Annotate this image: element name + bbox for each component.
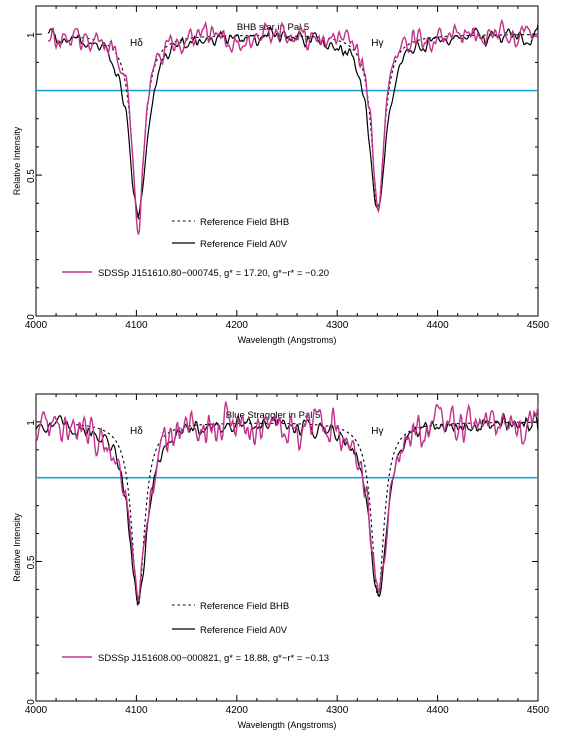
line-annotation: Hγ xyxy=(371,426,383,437)
x-tick-label: 4300 xyxy=(326,320,349,331)
series-line-2 xyxy=(47,24,539,218)
series-line-1 xyxy=(76,421,538,608)
x-tick-label: 4100 xyxy=(125,705,148,716)
legend: Reference Field BHB Reference Field A0V SD… xyxy=(62,217,329,279)
chart-panel-1: 4000 4100 4200 4300 4400 4500 0 0.5 1 Wavelength … xyxy=(12,5,550,345)
line-annotation: Hδ xyxy=(130,426,143,437)
y-axis-label: Relative Intensity xyxy=(12,126,22,195)
x-tick-label: 4100 xyxy=(125,320,148,331)
x-tick-label: 4400 xyxy=(426,320,449,331)
legend-label: Reference Field A0V xyxy=(200,239,288,250)
x-tick-label: 4500 xyxy=(527,705,550,716)
y-tick-label: 0.5 xyxy=(26,555,37,569)
x-tick-label: 4300 xyxy=(326,705,349,716)
legend-label: Reference Field A0V xyxy=(200,625,288,636)
x-axis-label: Wavelength (Angstroms) xyxy=(238,720,337,730)
x-tick-label: 4400 xyxy=(426,705,449,716)
plot-frame xyxy=(35,393,539,702)
y-tick-label: 0 xyxy=(26,699,37,705)
y-tick-label: 1 xyxy=(26,32,37,38)
chart-title: BHB star in Pal 5 xyxy=(237,22,309,33)
series-line-3 xyxy=(35,401,539,602)
y-tick-label: 1 xyxy=(26,420,37,426)
line-annotation: Hδ xyxy=(130,38,143,49)
legend-label: SDSSp J151608.00−000821, g* = 18.88, g*−… xyxy=(98,653,329,664)
x-tick-label: 4000 xyxy=(25,705,48,716)
plot-frame xyxy=(35,5,539,317)
y-axis-label: Relative Intensity xyxy=(12,513,22,582)
legend-label: SDSSp J151610.80−000745, g* = 17.20, g*−… xyxy=(98,268,329,279)
x-axis-label: Wavelength (Angstroms) xyxy=(238,335,337,345)
legend-label: Reference Field BHB xyxy=(200,217,289,228)
chart-title: Blue Straggler in Pal 5 xyxy=(226,410,321,421)
y-tick-label: 0 xyxy=(26,314,37,320)
y-tick-label: 0.5 xyxy=(26,169,37,183)
legend: Reference Field BHB Reference Field A0V SD… xyxy=(62,601,329,664)
chart-panel-2: 4000 4100 4200 4300 4400 4500 0 0.5 1 Wavelength … xyxy=(12,393,550,730)
x-tick-label: 4500 xyxy=(527,320,550,331)
x-tick-label: 4200 xyxy=(226,705,249,716)
line-annotation: Hγ xyxy=(371,38,383,49)
x-tick-label: 4200 xyxy=(226,320,249,331)
legend-label: Reference Field BHB xyxy=(200,601,289,612)
series-line-3 xyxy=(47,18,539,235)
x-tick-label: 4000 xyxy=(25,320,48,331)
